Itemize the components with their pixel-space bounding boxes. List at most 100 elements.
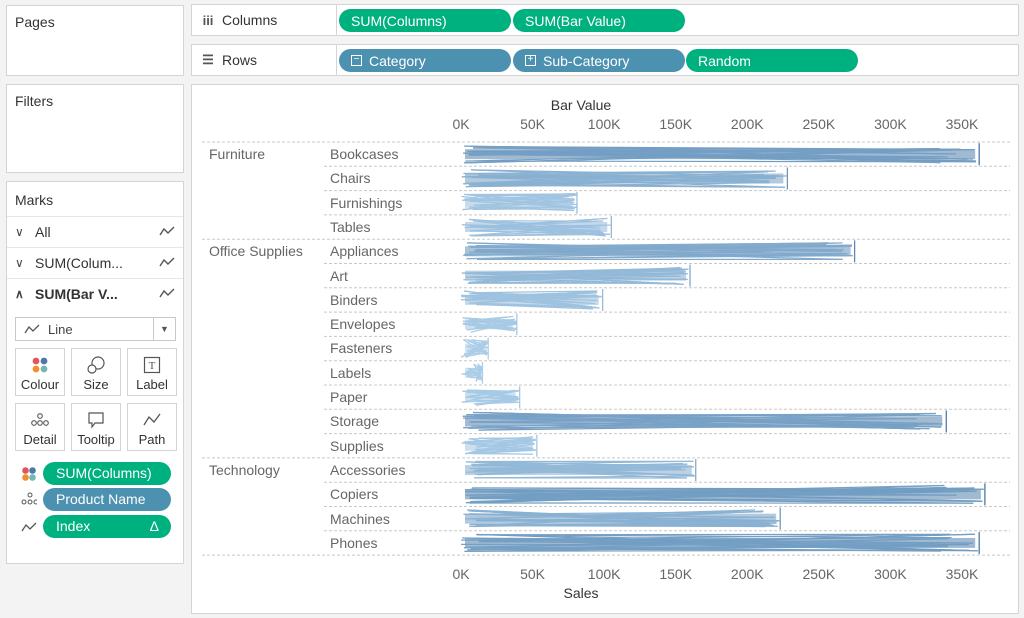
tooltip-icon	[88, 412, 104, 429]
bar-mark[interactable]	[465, 459, 697, 482]
detail-field[interactable]: Product Name	[15, 488, 175, 512]
bottom-axis-title: Sales	[563, 585, 599, 601]
field-pill[interactable]: Product Name	[43, 488, 171, 511]
label-button[interactable]: T Label	[127, 348, 177, 396]
bar-mark[interactable]	[462, 313, 518, 336]
colour-field[interactable]: SUM(Columns)	[15, 462, 175, 486]
colour-label: Colour	[20, 377, 60, 392]
rows-pill-random[interactable]: Random	[686, 49, 858, 72]
top-axis-tick-label: 150K	[659, 116, 693, 132]
top-axis-tick-label: 100K	[587, 116, 621, 132]
detail-icon	[31, 413, 49, 426]
pill-label: Category	[369, 52, 426, 69]
detail-icon	[21, 492, 37, 505]
collapse-icon: −	[351, 55, 362, 66]
bottom-axis-tick-label: 300K	[874, 566, 907, 582]
bar-mark[interactable]	[461, 434, 538, 457]
dropdown-arrow-icon[interactable]: ▼	[153, 318, 175, 340]
bottom-axis-tick-label: 0K	[452, 566, 470, 582]
chevron-down-icon: ∨	[15, 224, 24, 239]
bar-mark[interactable]	[461, 386, 521, 409]
chevron-down-icon: ∨	[15, 255, 24, 270]
bar-mark[interactable]	[460, 288, 604, 311]
columns-pill-sum-columns[interactable]: SUM(Columns)	[339, 9, 511, 32]
subcategory-label: Art	[330, 267, 348, 284]
field-pill-label: Index	[56, 518, 91, 534]
bottom-axis-tick-label: 50K	[520, 566, 546, 582]
columns-icon: iii	[202, 12, 214, 28]
colour-icon	[22, 467, 36, 481]
path-field[interactable]: Index Δ	[15, 515, 175, 539]
bar-mark[interactable]	[463, 143, 980, 166]
subcategory-label: Supplies	[330, 437, 384, 454]
subcategory-label: Paper	[330, 389, 368, 405]
pill-label: Random	[698, 52, 751, 69]
marks-card-sum-columns[interactable]: ∨ SUM(Colum...	[7, 247, 183, 277]
top-axis-tick-label: 300K	[874, 116, 907, 132]
top-axis-title: Bar Value	[550, 97, 612, 113]
field-pill[interactable]: Index Δ	[43, 515, 171, 538]
pages-title: Pages	[15, 14, 55, 30]
marks-card-sum-bar-value[interactable]: ∧ SUM(Bar V...	[7, 278, 183, 308]
path-button[interactable]: Path	[127, 403, 177, 451]
pages-panel[interactable]: Pages	[6, 5, 184, 76]
field-pill[interactable]: SUM(Columns)	[43, 462, 171, 485]
subcategory-label: Bookcases	[330, 146, 399, 162]
detail-label: Detail	[23, 432, 57, 447]
colour-button[interactable]: Colour	[15, 348, 65, 396]
rows-pill-sub-category[interactable]: + Sub-Category	[513, 49, 685, 72]
bar-mark[interactable]	[465, 483, 986, 506]
subcategory-label: Fasteners	[330, 340, 393, 357]
path-icon	[21, 522, 37, 532]
marks-card-label: SUM(Colum...	[35, 254, 123, 271]
size-button[interactable]: Size	[71, 348, 121, 396]
pill-label: Sub-Category	[543, 52, 630, 69]
subcategory-label: Storage	[330, 413, 380, 430]
rows-shelf-label: ☰ Rows	[192, 45, 337, 75]
columns-shelf-label: iii Columns	[192, 5, 337, 35]
columns-shelf[interactable]: iii Columns SUM(Columns) SUM(Bar Value)	[191, 4, 1019, 36]
detail-button[interactable]: Detail	[15, 403, 65, 451]
table-calc-delta-icon: Δ	[149, 518, 159, 534]
bar-mark[interactable]	[462, 410, 947, 433]
columns-label: Columns	[222, 12, 278, 28]
tooltip-button[interactable]: Tooltip	[71, 403, 121, 451]
bar-mark[interactable]	[461, 361, 484, 384]
subcategory-label: Machines	[330, 510, 390, 527]
field-pill-label: SUM(Columns)	[56, 465, 152, 481]
filters-title: Filters	[15, 93, 54, 109]
bar-mark[interactable]	[463, 507, 781, 530]
rows-pill-category[interactable]: − Category	[339, 49, 511, 72]
mark-type-dropdown[interactable]: Line ▼	[15, 317, 176, 341]
line-mark-icon	[159, 257, 175, 267]
line-mark-icon	[159, 288, 175, 298]
colour-icon	[32, 357, 48, 373]
chart-area: Bar Value Sales 0K 0K 50K 50K 100K 100K 150K 15…	[192, 85, 1018, 613]
line-mark-icon	[159, 226, 175, 236]
columns-pill-sum-bar-value[interactable]: SUM(Bar Value)	[513, 9, 685, 32]
svg-text:T: T	[149, 360, 156, 372]
marks-title: Marks	[15, 192, 54, 208]
mark-type-label: Line	[48, 322, 73, 337]
subcategory-label: Furnishings	[330, 194, 403, 211]
rows-icon: ☰	[202, 52, 214, 67]
bar-mark[interactable]	[461, 191, 578, 214]
bar-mark[interactable]	[461, 216, 612, 239]
subcategory-label: Tables	[330, 218, 371, 235]
chart-svg	[202, 141, 1010, 556]
label-label: Label	[136, 377, 168, 392]
viz-panel[interactable]: Bar Value Sales 0K 0K 50K 50K 100K 100K 150K 15…	[191, 84, 1019, 614]
top-axis-tick-label: 50K	[520, 116, 546, 132]
bar-mark[interactable]	[463, 240, 856, 263]
top-axis-tick-label: 0K	[452, 116, 470, 132]
pill-label: SUM(Columns)	[351, 12, 447, 29]
filters-panel[interactable]: Filters	[6, 84, 184, 173]
marks-card-all[interactable]: ∨ All	[7, 216, 183, 246]
bar-mark[interactable]	[461, 264, 691, 287]
bottom-axis-tick-label: 350K	[945, 566, 979, 582]
marks-card-label: All	[35, 223, 51, 240]
bar-mark[interactable]	[461, 167, 788, 190]
bar-mark[interactable]	[460, 337, 489, 360]
rows-shelf[interactable]: ☰ Rows − Category + Sub-Category Random	[191, 44, 1019, 76]
bar-mark[interactable]	[461, 531, 980, 554]
